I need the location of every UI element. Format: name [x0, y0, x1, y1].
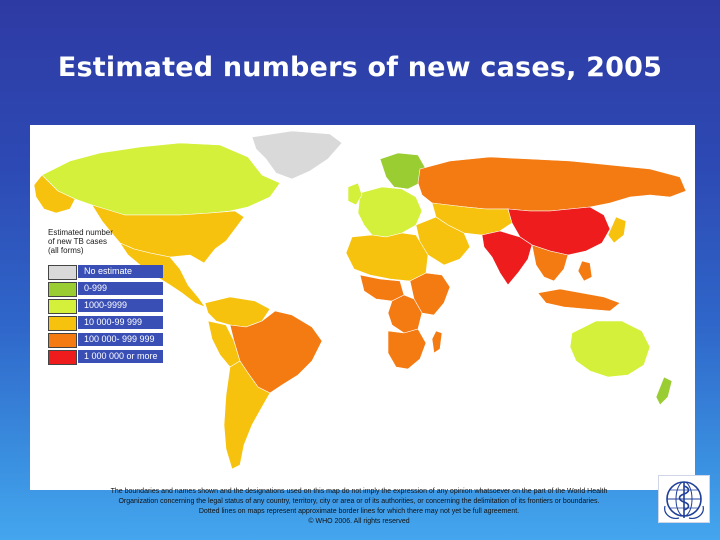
legend-swatch — [48, 299, 77, 314]
region-north-africa — [345, 232, 429, 282]
disclaimer-line: Organization concerning the legal status… — [118, 498, 600, 505]
legend-item-1000-9999: 1000-9999 — [48, 299, 178, 316]
region-western-europe — [357, 186, 423, 238]
legend-title-line: Estimated number — [48, 228, 113, 237]
disclaimer-line: Dotted lines on maps represent approxima… — [198, 508, 520, 515]
who-emblem-icon — [664, 481, 704, 519]
legend-swatch — [48, 265, 77, 280]
legend-swatch — [48, 333, 77, 348]
legend-label: No estimate — [84, 266, 133, 276]
region-alaska — [33, 174, 76, 214]
region-madagascar — [431, 330, 443, 354]
region-usa — [91, 204, 245, 264]
legend-item-1000000-plus: 1 000 000 or more — [48, 350, 178, 367]
legend-title: Estimated number of new TB cases (all fo… — [48, 228, 128, 255]
legend-title-line: of new TB cases — [48, 237, 107, 246]
region-indonesia — [537, 288, 621, 312]
region-uk — [347, 182, 363, 206]
map-disclaimer: The boundaries and names shown and the d… — [64, 487, 654, 527]
region-philippines — [577, 260, 593, 282]
legend-label: 0-999 — [84, 283, 108, 293]
legend-item-0-999: 0-999 — [48, 282, 178, 299]
legend-item-no-estimate: No estimate — [48, 265, 178, 282]
region-canada — [41, 142, 281, 216]
legend-label: 10 000-99 999 — [84, 317, 143, 327]
map-title: Estimated numbers of new cases, 2005 — [57, 52, 663, 83]
region-se-asia — [531, 244, 569, 282]
legend-swatch — [48, 282, 77, 297]
region-new-zealand — [655, 376, 673, 406]
legend-swatch — [48, 316, 77, 331]
map-legend: Estimated number of new TB cases (all fo… — [48, 228, 178, 367]
map-panel: Estimated number of new TB cases (all fo… — [30, 125, 695, 490]
legend-title-line: (all forms) — [48, 246, 84, 255]
legend-label: 1000-9999 — [84, 300, 128, 310]
region-australia — [569, 320, 651, 378]
legend-label: 1 000 000 or more — [84, 351, 158, 361]
region-india — [481, 230, 533, 286]
legend-swatch — [48, 350, 77, 365]
region-greenland — [251, 130, 343, 180]
legend-item-100000-999999: 100 000- 999 999 — [48, 333, 178, 350]
copyright-line: © WHO 2006. All rights reserved — [308, 518, 410, 525]
world-map — [33, 130, 687, 470]
disclaimer-line: The boundaries and names shown and the d… — [110, 488, 608, 495]
region-south-africa — [387, 328, 427, 370]
region-southern-south-america — [223, 360, 271, 470]
legend-item-10000-99999: 10 000-99 999 — [48, 316, 178, 333]
region-japan — [607, 216, 627, 244]
region-russia — [417, 156, 687, 212]
who-logo — [658, 475, 710, 523]
legend-label: 100 000- 999 999 — [84, 334, 155, 344]
